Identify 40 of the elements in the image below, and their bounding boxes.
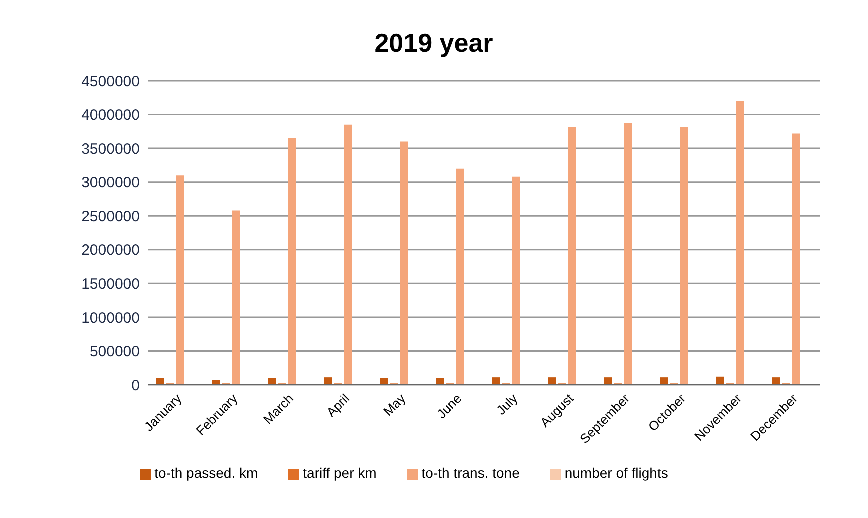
y-tick-label: 0 xyxy=(132,377,140,394)
bar xyxy=(268,378,276,385)
bar xyxy=(624,124,632,385)
legend-label: to-th trans. tone xyxy=(422,465,520,481)
y-tick-label: 500000 xyxy=(90,344,140,361)
bar xyxy=(548,378,556,385)
legend-label: to-th passed. km xyxy=(154,465,258,481)
bar xyxy=(288,138,296,385)
bar xyxy=(436,378,444,385)
bar xyxy=(324,378,332,385)
bar xyxy=(344,124,352,385)
bar xyxy=(400,142,408,385)
y-tick-label: 2000000 xyxy=(82,242,140,260)
x-tick-label: July xyxy=(494,390,521,418)
legend-label: tariff per km xyxy=(303,465,377,481)
y-tick-label: 4000000 xyxy=(82,107,140,124)
legend-label: number of flights xyxy=(564,465,668,481)
bar xyxy=(716,376,724,385)
bar xyxy=(176,176,184,385)
y-tick-label: 1000000 xyxy=(82,310,140,327)
bar xyxy=(156,378,164,385)
y-tick-label: 4500000 xyxy=(82,73,140,90)
bar xyxy=(232,210,240,385)
bar xyxy=(568,126,576,385)
y-tick-label: 3500000 xyxy=(82,140,140,158)
y-tick-label: 1500000 xyxy=(82,276,140,293)
bar xyxy=(380,378,388,385)
bar xyxy=(736,101,744,385)
x-tick-label: May xyxy=(380,390,409,420)
bar xyxy=(512,176,520,385)
y-tick-label: 3000000 xyxy=(82,174,140,192)
bar xyxy=(792,134,800,385)
bar xyxy=(772,378,780,385)
bar xyxy=(604,378,612,385)
bar xyxy=(456,168,464,385)
bar xyxy=(680,126,688,385)
bar xyxy=(492,378,500,385)
chart-title: 2019 year xyxy=(374,28,494,59)
y-tick-label: 2500000 xyxy=(82,208,140,226)
bar xyxy=(660,378,668,385)
